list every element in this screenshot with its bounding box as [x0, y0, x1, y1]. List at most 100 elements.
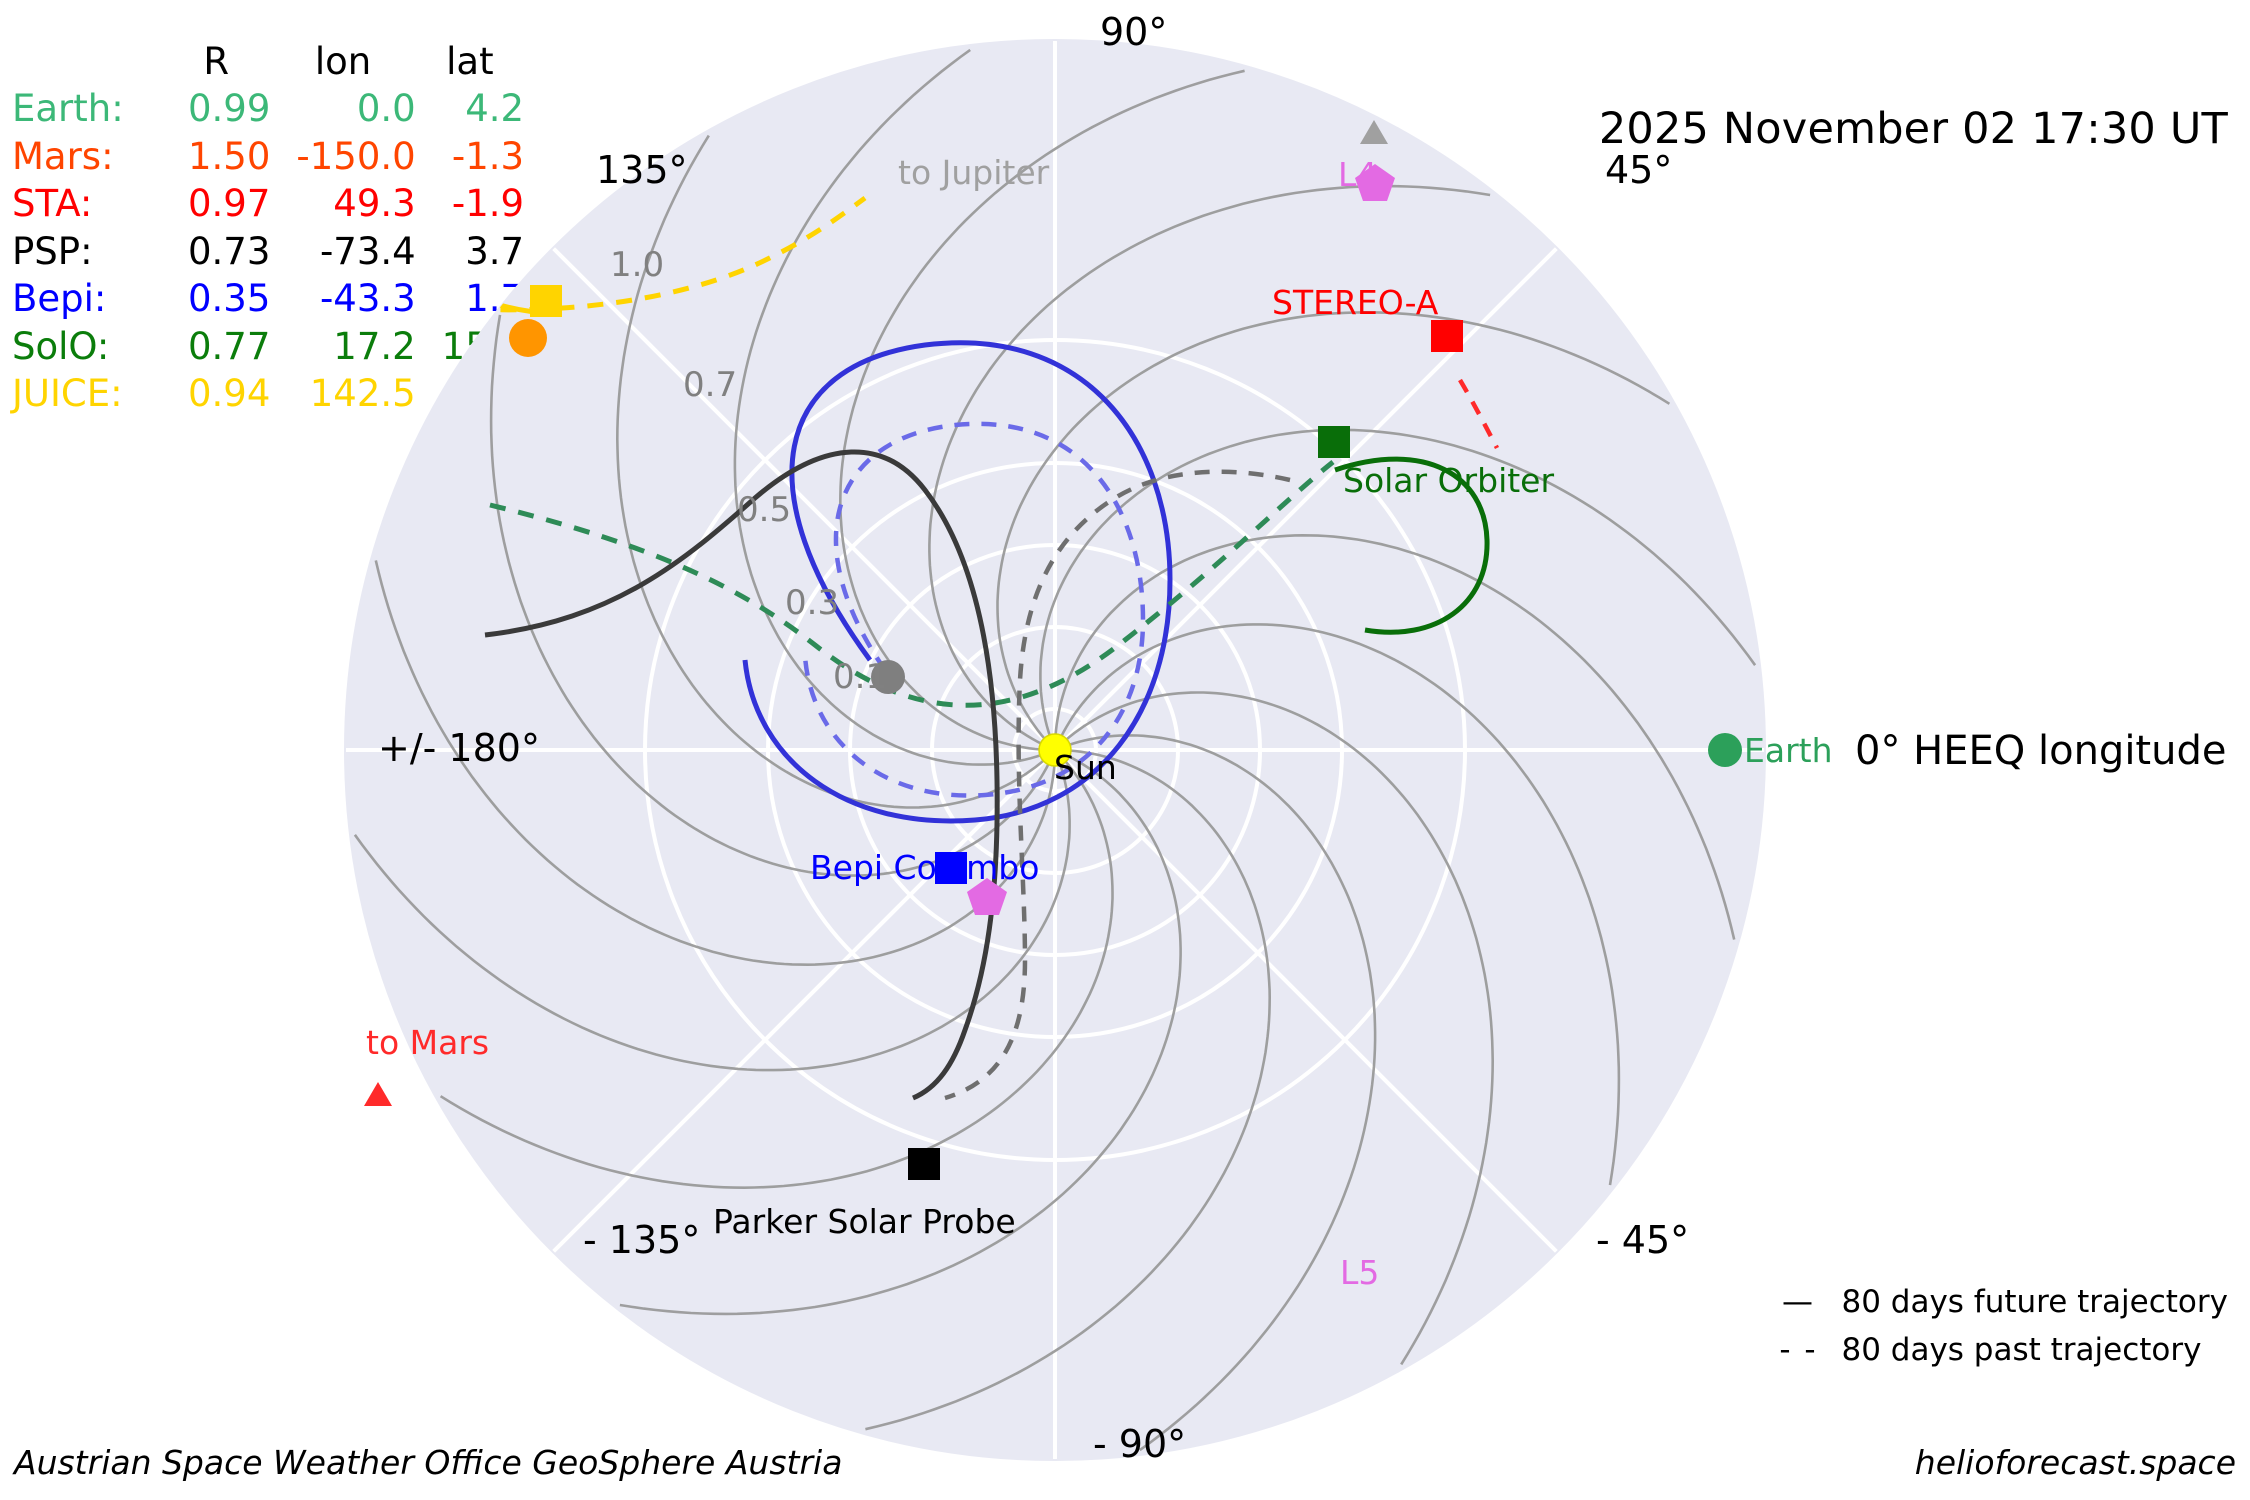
footer-website: helioforecast.space	[1914, 1443, 2236, 1482]
table-cell-lon: 49.3	[333, 182, 416, 226]
psp-past-trajectory	[944, 469, 1291, 1101]
trajectory-legend: — 80 days future trajectory - - 80 days …	[1775, 1284, 2228, 1380]
parker-spiral	[1057, 623, 1621, 1186]
axis-label-45: 45°	[1605, 148, 1673, 192]
table-cell-lat: 3.7	[465, 229, 525, 273]
legend-label-past: 80 days past trajectory	[1841, 1332, 2202, 1368]
parker-solar-probe-label: Parker Solar Probe	[713, 1202, 1016, 1241]
table-cell-lon: -150.0	[296, 134, 416, 178]
dashed-line-icon: - -	[1779, 1332, 1818, 1368]
solid-line-icon: —	[1781, 1284, 1815, 1320]
table-cell-name: JUICE:	[12, 372, 123, 416]
table-cell-R: 0.99	[188, 87, 271, 131]
table-cell-name: Mars:	[12, 134, 114, 178]
to-mars-label: to Mars	[366, 1023, 490, 1062]
bepi-colombo-label: Bepi Colombo	[810, 848, 1040, 887]
parker-spiral	[838, 69, 1245, 752]
parker-spiral	[374, 560, 1057, 967]
axis-label-heeq: 0° HEEQ longitude	[1855, 728, 2227, 774]
table-cell-name: Bepi:	[12, 277, 107, 321]
parker-spiral	[619, 752, 1182, 1316]
psp-marker	[908, 1148, 940, 1180]
psp-future-trajectory	[484, 449, 1000, 1101]
parker-spiral	[1053, 533, 1736, 940]
legend-row-past: - - 80 days past trajectory	[1775, 1332, 2228, 1368]
radial-tick-0.7: 0.7	[683, 365, 738, 405]
radial-tick-0.5: 0.5	[737, 490, 792, 530]
table-header-blank	[12, 38, 162, 85]
stereo-a-label: STEREO-A	[1272, 283, 1439, 322]
to-jupiter-label: to Jupiter	[898, 153, 1050, 192]
to-mars-marker	[364, 1082, 392, 1106]
parker-spiral-lines	[353, 48, 1757, 1452]
bepi-past-trajectory	[802, 421, 1146, 798]
axis-label-m90: - 90°	[1093, 1422, 1187, 1466]
table-row: STA: 0.97 49.3 -1.9	[12, 180, 524, 227]
solo-future-trajectory	[1334, 456, 1490, 635]
table-cell-R: 0.35	[188, 277, 271, 321]
table-cell-R: 1.50	[188, 134, 271, 178]
footer-organization: Austrian Space Weather Office GeoSphere …	[14, 1443, 843, 1482]
juice-marker	[530, 285, 562, 317]
earth-marker	[1708, 733, 1742, 767]
table-header-lon: lon	[314, 40, 372, 83]
table: R lon lat Earth: 0.99 0.0 4.2 Mars: 1.50 -150.…	[12, 38, 524, 418]
table-cell-name: PSP:	[12, 229, 93, 273]
l5-marker	[967, 878, 1007, 915]
parker-spiral	[1062, 734, 1377, 1452]
to-jupiter-marker	[1360, 120, 1388, 144]
parker-spiral	[865, 748, 1272, 1431]
body-position-table: R lon lat Earth: 0.99 0.0 4.2 Mars: 1.50 -150.…	[12, 38, 524, 418]
radial-tick-0.1: 0.1	[833, 657, 888, 697]
table-cell-lon: 17.2	[333, 324, 416, 368]
table-cell-name: Earth:	[12, 87, 124, 131]
table-row: Mars: 1.50 -150.0 -1.3	[12, 133, 524, 180]
table-cell-name: STA:	[12, 182, 93, 226]
l5-label: L5	[1340, 1253, 1380, 1292]
l4-label: L4	[1338, 155, 1378, 194]
axis-label-m45: - 45°	[1596, 1218, 1690, 1262]
table-cell-lat: -1.9	[451, 182, 525, 226]
polar-plot-svg	[344, 39, 1766, 1461]
parker-spiral	[489, 314, 1053, 877]
table-cell-R: 0.77	[188, 324, 271, 368]
mercury-marker	[871, 660, 905, 694]
parker-spiral	[1060, 691, 1495, 1366]
legend-row-future: — 80 days future trajectory	[1775, 1284, 2228, 1320]
polar-plot-area: 1.0 0.7 0.5 0.3 0.1 Sun Earth STEREO-A S…	[325, 20, 1833, 1480]
sun-label: Sun	[1054, 748, 1117, 787]
table-row: Bepi: 0.35 -43.3 1.7	[12, 275, 524, 322]
table-cell-lon: 142.5	[309, 372, 416, 416]
solar-orbiter-marker	[1318, 426, 1350, 458]
earth-label: Earth	[1744, 731, 1833, 770]
table-row: Earth: 0.99 0.0 4.2	[12, 85, 524, 132]
table-cell-lon: -43.3	[319, 277, 416, 321]
parker-spiral	[733, 48, 1048, 766]
axis-label-180: +/- 180°	[378, 726, 540, 770]
radial-tick-0.3: 0.3	[785, 583, 840, 623]
l4-marker	[1355, 164, 1395, 201]
table-row: PSP: 0.73 -73.4 3.7	[12, 228, 524, 275]
table-cell-R: 0.94	[188, 372, 271, 416]
solo-past-trajectory	[489, 460, 1335, 708]
parker-spiral	[353, 757, 1071, 1072]
stereo-a-marker	[1431, 320, 1463, 352]
axis-label-m135: - 135°	[583, 1218, 701, 1262]
table-cell-lat: 4.2	[465, 87, 525, 131]
plot-disk-edge	[344, 39, 1766, 1461]
table-cell-R: 0.73	[188, 229, 271, 273]
parker-spiral	[615, 134, 1050, 809]
sun-marker	[1038, 733, 1072, 767]
venus-marker	[509, 319, 547, 357]
table-header-R: R	[203, 40, 230, 83]
stereoa-past-trajectory	[1458, 378, 1499, 450]
table-cell-lon: 0.0	[356, 87, 416, 131]
table-cell-name: SolO:	[12, 324, 110, 368]
solar-orbiter-label: Solar Orbiter	[1343, 461, 1555, 500]
axis-label-90: 90°	[1100, 10, 1168, 54]
chart-title: 2025 November 02 17:30 UT	[1598, 104, 2228, 154]
parker-spiral	[1039, 428, 1757, 743]
radial-gridlines	[643, 338, 1467, 1162]
axis-label-135: 135°	[596, 148, 688, 192]
